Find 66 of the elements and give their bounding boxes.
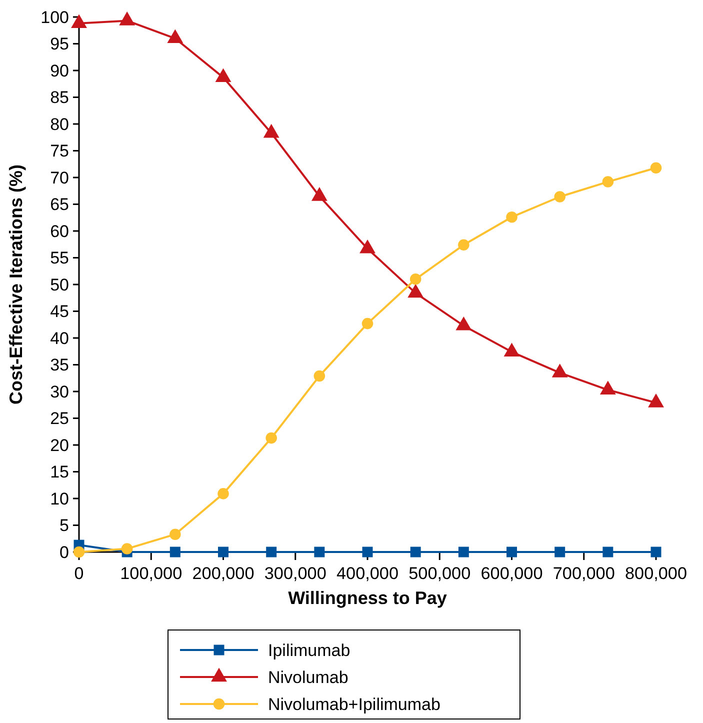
legend-label: Nivolumab xyxy=(268,668,348,687)
y-tick-label: 5 xyxy=(60,516,69,536)
point xyxy=(410,274,422,285)
y-tick-label: 40 xyxy=(50,328,69,348)
point xyxy=(121,543,133,554)
y-tick-label: 15 xyxy=(50,462,69,482)
y-tick-label: 55 xyxy=(50,248,69,268)
point xyxy=(362,318,374,330)
point xyxy=(314,370,326,382)
point xyxy=(458,239,470,251)
point xyxy=(506,211,518,223)
point xyxy=(314,546,325,558)
y-tick-label: 0 xyxy=(60,542,69,562)
point xyxy=(410,546,421,558)
point xyxy=(218,546,228,558)
x-tick-label: 700,000 xyxy=(552,564,615,583)
legend-label: Ipilimumab xyxy=(268,640,350,660)
legend-label: Nivolumab+Ipilimumab xyxy=(268,694,440,714)
y-tick-label: 25 xyxy=(50,409,69,428)
x-tick-label: 800,000 xyxy=(625,564,687,583)
y-tick-label: 65 xyxy=(50,195,69,214)
y-tick-label: 70 xyxy=(50,168,69,188)
y-tick-label: 10 xyxy=(50,489,69,508)
y-tick-label: 35 xyxy=(50,356,69,375)
y-tick-label: 90 xyxy=(50,61,69,80)
x-tick-label: 0 xyxy=(74,564,84,583)
point xyxy=(554,546,566,558)
y-tick-label: 50 xyxy=(50,275,69,294)
point xyxy=(458,546,469,558)
point xyxy=(602,546,614,558)
y-tick-label: 80 xyxy=(50,114,69,134)
y-tick-label: 100 xyxy=(40,8,69,27)
point xyxy=(362,546,373,558)
point xyxy=(311,187,328,201)
point xyxy=(71,14,87,28)
point xyxy=(167,29,184,43)
point xyxy=(266,432,277,444)
y-tick-label: 45 xyxy=(50,302,69,322)
point xyxy=(408,284,424,298)
x-axis-title: Willingness to Pay xyxy=(288,588,447,608)
point xyxy=(266,546,277,558)
y-tick-label: 20 xyxy=(50,436,69,455)
point xyxy=(504,342,520,357)
point xyxy=(263,124,280,138)
y-tick-label: 60 xyxy=(50,222,69,241)
point xyxy=(552,364,568,378)
x-tick-label: 600,000 xyxy=(480,564,543,583)
x-tick-label: 200,000 xyxy=(192,564,254,583)
point xyxy=(215,68,232,82)
x-tick-label: 300,000 xyxy=(264,564,326,583)
point xyxy=(170,528,181,540)
point xyxy=(456,316,472,330)
y-tick-label: 30 xyxy=(50,382,69,402)
point xyxy=(119,12,136,26)
y-tick-label: 75 xyxy=(50,142,69,161)
y-tick-label: 95 xyxy=(50,34,69,54)
point xyxy=(218,488,229,500)
point xyxy=(650,546,662,558)
x-tick-label: 400,000 xyxy=(336,564,398,583)
point xyxy=(360,239,376,254)
y-tick-label: 85 xyxy=(50,88,69,108)
point xyxy=(506,546,517,558)
x-tick-label: 500,000 xyxy=(408,564,471,583)
y-axis-title: Cost-Effective Iterations (%) xyxy=(6,164,26,405)
x-tick-label: 100,000 xyxy=(120,564,182,583)
point xyxy=(170,546,180,558)
